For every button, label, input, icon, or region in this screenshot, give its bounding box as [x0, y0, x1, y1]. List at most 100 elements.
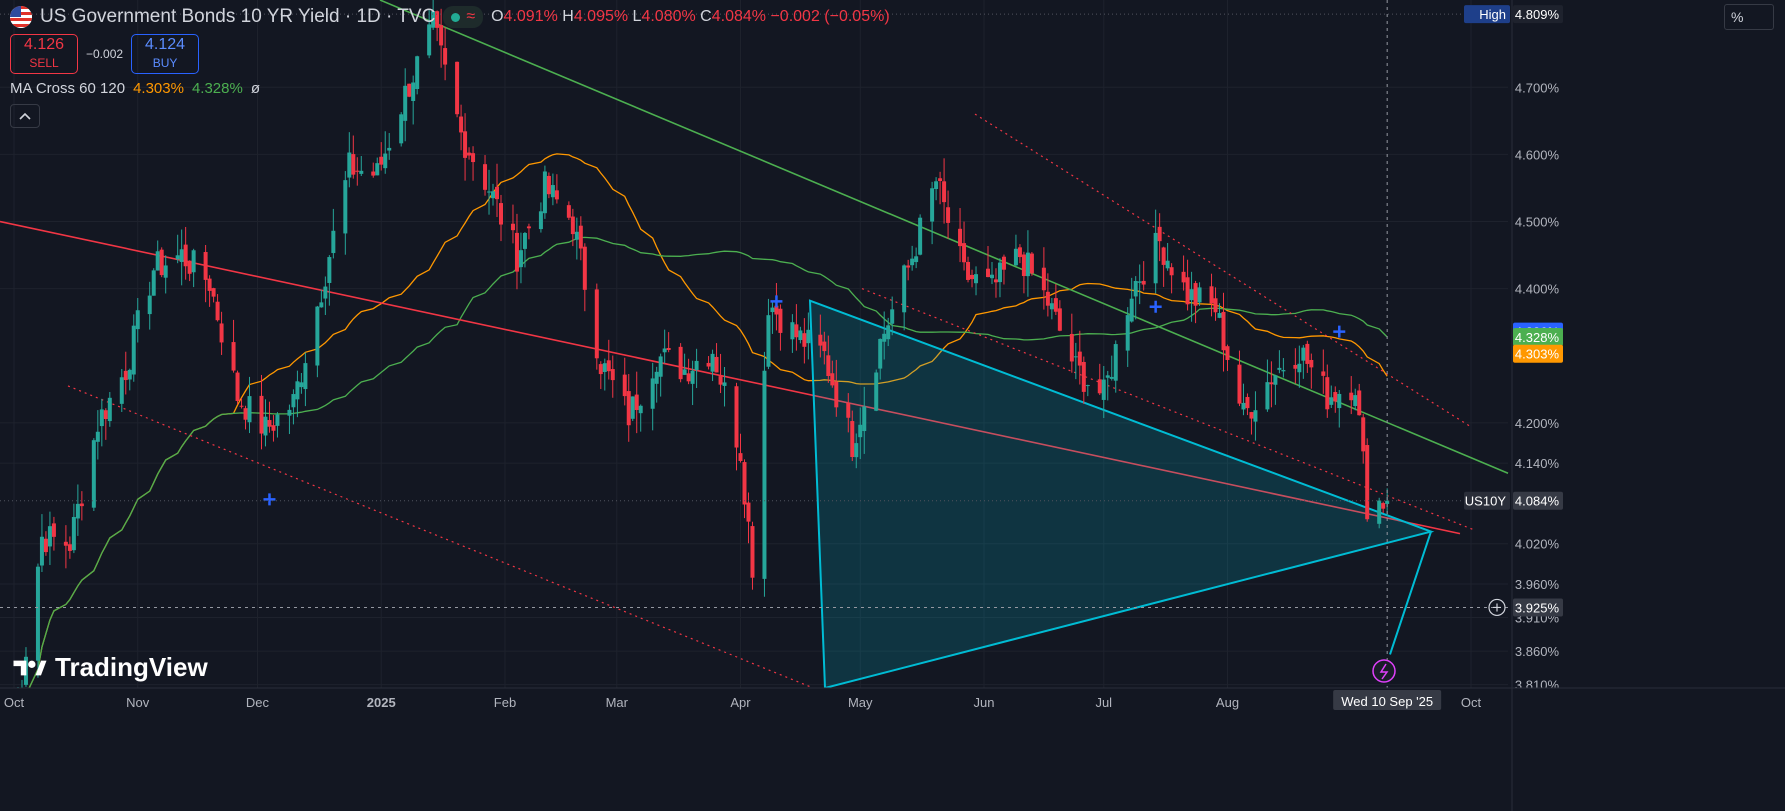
- candle-body: [403, 85, 408, 121]
- candle-body: [542, 171, 547, 214]
- candle-body: [666, 348, 671, 350]
- candle-body: [882, 333, 887, 342]
- candle-body: [1077, 351, 1082, 366]
- candle-body: [1045, 291, 1050, 306]
- candle: [654, 366, 659, 403]
- price-axis[interactable]: 4.700% 4.600% 4.500% 4.400% 4.200% 4.140% 4.02…: [1464, 0, 1785, 811]
- candle: [790, 314, 795, 353]
- sell-label: SELL: [29, 56, 59, 70]
- buy-button[interactable]: 4.124 BUY: [131, 34, 200, 74]
- candle-body: [993, 279, 998, 283]
- candle: [235, 370, 240, 405]
- candle-body: [1337, 393, 1342, 409]
- symbol-title[interactable]: US Government Bonds 10 YR Yield · 1D · T…: [40, 6, 436, 27]
- candle-body: [383, 153, 388, 169]
- candle-body: [267, 420, 272, 427]
- candle: [1333, 386, 1338, 413]
- candle: [1181, 255, 1186, 291]
- candle: [1273, 374, 1278, 405]
- candle: [930, 181, 935, 245]
- market-status[interactable]: ≈: [443, 6, 484, 28]
- candle-body: [1049, 303, 1054, 310]
- candle: [722, 366, 727, 407]
- candle-body: [762, 370, 767, 579]
- logo-text: TradingView: [55, 652, 208, 682]
- candle: [750, 521, 755, 590]
- time-tick-label: Apr: [730, 695, 751, 710]
- candle: [1305, 340, 1310, 373]
- candle: [794, 304, 799, 351]
- candle-body: [638, 405, 643, 414]
- candle-body: [958, 228, 963, 247]
- candle-body: [902, 265, 907, 313]
- candle-body: [790, 322, 795, 340]
- candle-body: [215, 301, 220, 321]
- candle-body: [634, 394, 639, 411]
- candle: [183, 226, 188, 280]
- candle-body: [183, 244, 188, 267]
- candle: [275, 412, 280, 438]
- candle-body: [123, 370, 128, 381]
- candle-body: [315, 306, 320, 366]
- candle: [890, 296, 895, 336]
- candle-body: [626, 391, 631, 426]
- candle: [207, 275, 212, 307]
- candle-body: [622, 374, 627, 397]
- candle: [902, 264, 907, 331]
- candle-body: [295, 381, 300, 400]
- candle: [287, 404, 292, 435]
- candle-body: [1333, 392, 1338, 402]
- candle: [331, 208, 336, 259]
- candle-body: [662, 348, 667, 353]
- candle-body: [818, 334, 823, 346]
- candle: [127, 368, 132, 391]
- candle-body: [522, 233, 527, 249]
- candle-body: [578, 225, 583, 249]
- candle-body: [1001, 256, 1006, 270]
- candle-body: [1381, 503, 1386, 509]
- candle: [1109, 355, 1114, 381]
- candle-body: [1365, 445, 1370, 520]
- candle-body: [778, 308, 783, 333]
- price-label-tag-bg: [1464, 491, 1510, 510]
- candle: [1153, 209, 1158, 294]
- candle: [993, 268, 998, 298]
- candle-body: [1125, 315, 1130, 351]
- candle: [411, 75, 416, 125]
- us-flag-icon: [10, 6, 32, 28]
- candle-body: [491, 191, 496, 199]
- candle-body: [1241, 402, 1246, 410]
- candle: [634, 371, 639, 434]
- candle-body: [351, 154, 356, 175]
- candle-body: [690, 370, 695, 384]
- sell-button[interactable]: 4.126 SELL: [10, 34, 78, 74]
- candle-body: [327, 257, 332, 283]
- candle: [375, 157, 380, 176]
- candle-body: [606, 360, 611, 372]
- candle-body: [734, 386, 739, 448]
- candle-body: [43, 538, 48, 553]
- candle-body: [930, 188, 935, 222]
- candle-body: [1325, 377, 1330, 410]
- candle: [906, 259, 911, 281]
- candle-body: [570, 216, 575, 235]
- candle: [546, 172, 551, 199]
- candle-body: [630, 396, 635, 419]
- candle: [910, 245, 915, 271]
- percent-scale-button[interactable]: %: [1724, 4, 1774, 30]
- candle: [510, 204, 515, 244]
- collapse-legend-button[interactable]: [10, 104, 40, 128]
- candle-body: [1193, 283, 1198, 306]
- indicator-legend[interactable]: MA Cross 60 120 4.303% 4.328% ø: [10, 80, 260, 97]
- candle-body: [1269, 382, 1274, 385]
- candle-body: [1353, 395, 1358, 407]
- candle-body: [750, 526, 755, 578]
- candle: [626, 374, 631, 442]
- candle-body: [435, 11, 440, 28]
- cursor-date-label: Wed 10 Sep '25: [1341, 694, 1433, 709]
- candle: [1241, 383, 1246, 416]
- crosshair: [0, 0, 1508, 688]
- candle-body: [1301, 347, 1306, 361]
